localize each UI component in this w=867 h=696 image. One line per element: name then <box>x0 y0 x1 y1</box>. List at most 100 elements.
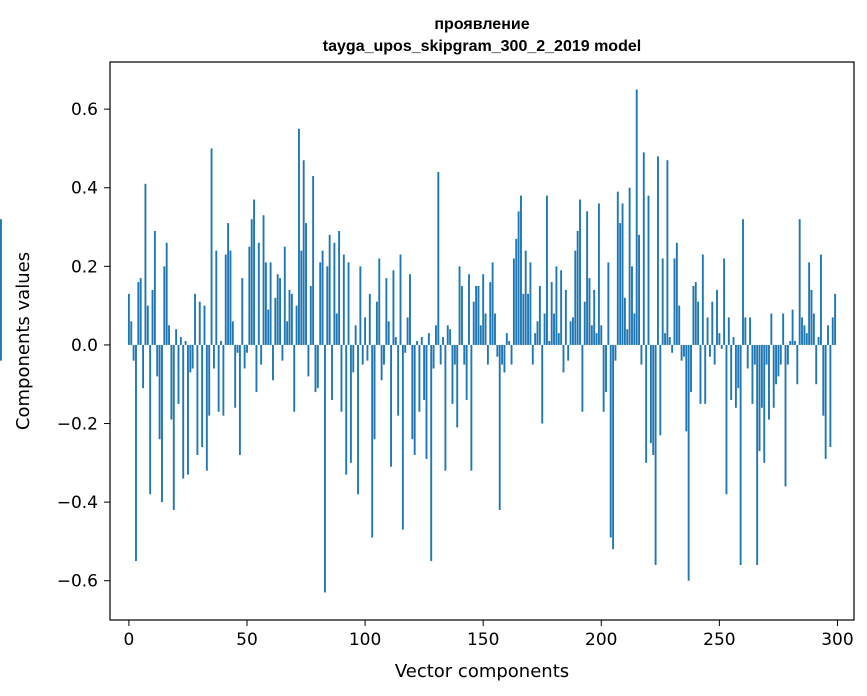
bar-165 <box>517 211 520 345</box>
bar-229 <box>668 337 671 345</box>
bar-252 <box>723 258 726 345</box>
bar-59 <box>267 309 270 345</box>
bar-0 <box>127 293 130 345</box>
bar-237 <box>687 344 690 581</box>
bar-110 <box>387 321 390 345</box>
bar-103 <box>371 344 374 538</box>
bar-192 <box>581 344 584 412</box>
bar-268 <box>760 344 763 408</box>
bar-144 <box>468 274 470 345</box>
bar-67 <box>286 321 289 345</box>
bar-72 <box>298 128 300 345</box>
bar-181 <box>555 266 558 345</box>
bar-32 <box>203 305 206 345</box>
bar-85 <box>328 234 331 345</box>
bar-174 <box>538 285 541 345</box>
bar-76 <box>307 344 310 377</box>
bar-215 <box>635 89 638 345</box>
bar-239 <box>692 285 695 345</box>
bar-115 <box>399 254 402 345</box>
bar-7 <box>144 183 147 345</box>
bar-29 <box>196 344 199 455</box>
bar-283 <box>796 344 799 385</box>
bar-235 <box>683 344 685 357</box>
bar-258 <box>737 344 740 389</box>
bar-96 <box>354 325 357 345</box>
bar-78 <box>312 175 315 345</box>
bar-113 <box>394 337 397 345</box>
bar-105 <box>375 301 378 345</box>
bar-49 <box>243 344 246 369</box>
x-axis-label: Vector components <box>395 661 569 682</box>
bar-61 <box>272 344 274 381</box>
bar-120 <box>411 344 414 440</box>
bar-175 <box>541 344 544 424</box>
bar-118 <box>406 317 409 345</box>
bar-151 <box>484 313 487 345</box>
bar-58 <box>264 262 267 345</box>
bar-231 <box>673 258 676 345</box>
bar-169 <box>527 293 529 345</box>
bar-246 <box>708 344 711 357</box>
bar-62 <box>274 297 277 345</box>
bar-12 <box>156 344 159 377</box>
bar-230 <box>671 344 674 353</box>
y-tick-label: 0.2 <box>71 257 98 277</box>
bar-278 <box>784 344 787 487</box>
bar-2 <box>132 344 135 361</box>
bar-95 <box>352 344 355 373</box>
bars-group <box>0 89 837 593</box>
bar-240 <box>694 282 697 345</box>
bar-102 <box>368 293 371 345</box>
bar-11 <box>153 230 156 345</box>
bar-68 <box>288 289 291 345</box>
bar-257 <box>734 344 737 408</box>
bar-38 <box>217 344 220 412</box>
bar-299 <box>834 293 837 345</box>
bar-279 <box>786 344 789 365</box>
bar-130 <box>435 325 437 345</box>
bar-152 <box>486 344 489 365</box>
bar-132 <box>439 344 442 365</box>
bar-150 <box>482 274 485 345</box>
bar-218 <box>642 152 645 345</box>
bar-52 <box>250 219 253 345</box>
bar-186 <box>567 344 570 361</box>
y-tick-label: −0.4 <box>57 493 98 513</box>
bar-163 <box>512 258 515 345</box>
bar-185 <box>564 289 567 345</box>
bar-108 <box>383 344 385 365</box>
bar-189 <box>574 250 577 345</box>
bar-297 <box>829 344 832 448</box>
bar-219 <box>645 344 648 463</box>
bar-155 <box>494 313 496 345</box>
bar-86 <box>331 344 333 400</box>
bar-198 <box>595 333 598 345</box>
bar-43 <box>229 250 232 345</box>
bar-190 <box>576 230 579 345</box>
bar-247 <box>711 301 714 345</box>
bar-121 <box>413 344 416 455</box>
y-tick-label: 0.6 <box>71 100 98 120</box>
bar-142 <box>463 344 466 365</box>
bar-211 <box>626 329 629 345</box>
bar-146 <box>472 301 475 345</box>
bar-33 <box>205 344 208 471</box>
bar-255 <box>730 344 733 400</box>
bar-177 <box>546 195 548 345</box>
bar-27 <box>191 344 194 369</box>
bar-90 <box>340 344 343 412</box>
bar-160 <box>505 333 508 345</box>
bar-170 <box>529 262 532 345</box>
bar-16 <box>165 242 168 345</box>
x-axis: 0 50 100 150 200 250 300 <box>123 620 854 650</box>
bar-56 <box>260 344 263 365</box>
bar-149 <box>479 325 482 345</box>
bar-264 <box>751 344 754 404</box>
bar-254 <box>727 317 730 345</box>
bar-201 <box>602 344 605 412</box>
bar-193 <box>583 301 586 345</box>
bar-298 <box>831 317 834 345</box>
bar-262 <box>746 344 749 369</box>
